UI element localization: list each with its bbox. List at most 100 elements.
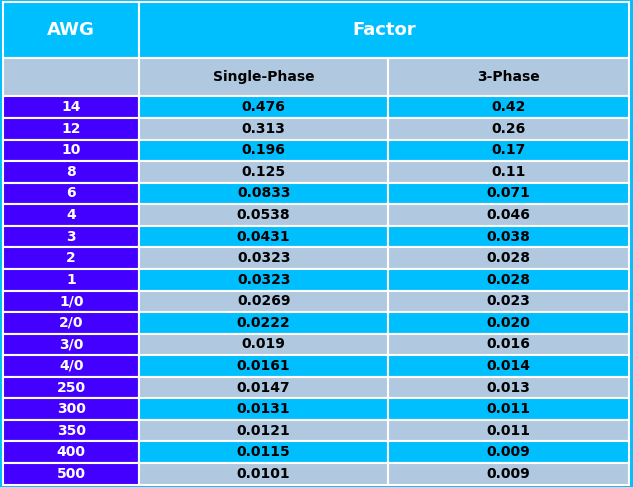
Text: 0.016: 0.016 [486, 337, 530, 352]
Text: 0.028: 0.028 [486, 273, 530, 287]
Text: 0.009: 0.009 [486, 445, 530, 459]
Text: Factor: Factor [352, 21, 416, 39]
Text: 0.046: 0.046 [486, 208, 530, 222]
Bar [139, 291, 388, 312]
Bar [139, 377, 388, 398]
Bar [139, 58, 388, 96]
Text: 0.0115: 0.0115 [237, 445, 291, 459]
Text: 0.0147: 0.0147 [237, 380, 291, 394]
Text: 0.11: 0.11 [491, 165, 525, 179]
Bar [3, 334, 139, 355]
Bar [3, 226, 139, 247]
Text: 0.0431: 0.0431 [237, 229, 291, 244]
Text: 0.476: 0.476 [242, 100, 285, 114]
Bar [3, 2, 139, 58]
Text: 2: 2 [66, 251, 76, 265]
Text: 0.014: 0.014 [486, 359, 530, 373]
Bar [3, 183, 139, 204]
Text: 0.0323: 0.0323 [237, 251, 291, 265]
Text: 0.26: 0.26 [491, 122, 525, 136]
Bar [3, 355, 139, 377]
Text: 0.0833: 0.0833 [237, 187, 291, 201]
Text: 10: 10 [61, 143, 81, 157]
Text: 0.0323: 0.0323 [237, 273, 291, 287]
Text: 3/0: 3/0 [59, 337, 84, 352]
Text: 0.019: 0.019 [242, 337, 285, 352]
Text: 300: 300 [57, 402, 85, 416]
Bar [3, 118, 139, 140]
Bar [388, 291, 629, 312]
Bar [3, 312, 139, 334]
Bar [139, 355, 388, 377]
Bar [3, 58, 139, 96]
Bar [139, 312, 388, 334]
Bar [388, 269, 629, 291]
Text: 0.0538: 0.0538 [237, 208, 291, 222]
Bar [3, 398, 139, 420]
Bar [139, 96, 388, 118]
Bar [3, 269, 139, 291]
Text: 14: 14 [61, 100, 81, 114]
Text: 0.0131: 0.0131 [237, 402, 291, 416]
Text: 0.071: 0.071 [486, 187, 530, 201]
Bar [3, 420, 139, 441]
Bar [139, 2, 629, 58]
Bar [388, 204, 629, 226]
Text: 0.023: 0.023 [486, 294, 530, 308]
Bar [3, 96, 139, 118]
Bar [388, 118, 629, 140]
Bar [139, 140, 388, 161]
Bar [139, 398, 388, 420]
Text: 2/0: 2/0 [59, 316, 84, 330]
Text: 500: 500 [57, 467, 85, 481]
Text: 0.313: 0.313 [242, 122, 285, 136]
Bar [388, 377, 629, 398]
Bar [3, 291, 139, 312]
Text: 12: 12 [61, 122, 81, 136]
Text: 3: 3 [66, 229, 76, 244]
Bar [139, 334, 388, 355]
Bar [388, 96, 629, 118]
Text: 0.028: 0.028 [486, 251, 530, 265]
Bar [388, 398, 629, 420]
Text: 3-Phase: 3-Phase [477, 70, 540, 84]
Text: 0.013: 0.013 [486, 380, 530, 394]
Bar [139, 420, 388, 441]
Bar [388, 355, 629, 377]
Bar [3, 377, 139, 398]
Bar [139, 118, 388, 140]
Bar [388, 420, 629, 441]
Text: 1/0: 1/0 [59, 294, 84, 308]
Bar [139, 247, 388, 269]
Bar [3, 204, 139, 226]
Text: 0.011: 0.011 [486, 424, 530, 438]
Text: 0.0222: 0.0222 [237, 316, 291, 330]
Bar [388, 226, 629, 247]
Text: 0.0269: 0.0269 [237, 294, 291, 308]
Bar [388, 247, 629, 269]
Text: 400: 400 [57, 445, 85, 459]
Text: 1: 1 [66, 273, 76, 287]
Bar [3, 161, 139, 183]
Text: 350: 350 [57, 424, 85, 438]
Text: 0.196: 0.196 [242, 143, 285, 157]
Bar [3, 463, 139, 485]
Bar [388, 140, 629, 161]
Text: 8: 8 [66, 165, 76, 179]
Text: 4: 4 [66, 208, 76, 222]
Bar [139, 183, 388, 204]
Bar [388, 441, 629, 463]
Bar [388, 58, 629, 96]
Bar [3, 247, 139, 269]
Text: 0.011: 0.011 [486, 402, 530, 416]
Text: Single-Phase: Single-Phase [213, 70, 315, 84]
Text: 0.020: 0.020 [486, 316, 530, 330]
Bar [388, 183, 629, 204]
Text: 0.17: 0.17 [491, 143, 525, 157]
Text: 6: 6 [66, 187, 76, 201]
Bar [139, 441, 388, 463]
Text: 0.038: 0.038 [486, 229, 530, 244]
Text: 0.0121: 0.0121 [237, 424, 291, 438]
Bar [3, 140, 139, 161]
Bar [388, 161, 629, 183]
